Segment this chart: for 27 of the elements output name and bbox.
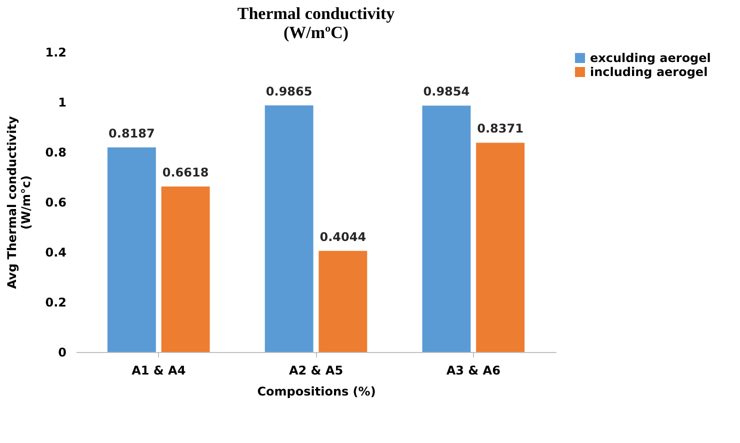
y-axis-title: Avg Thermal conductivity (W/m°c): [5, 116, 34, 289]
data-label: 0.9865: [266, 84, 312, 98]
x-tick-label: A1 & A4: [132, 364, 186, 378]
chart-title: Thermal conductivity (W/mºC): [237, 4, 396, 42]
bar: [318, 250, 368, 352]
legend-label: including aerogel: [590, 65, 708, 79]
bar: [476, 142, 525, 352]
x-axis-title: Compositions (%): [257, 384, 376, 398]
data-label: 0.8187: [108, 126, 155, 140]
data-label: 0.8371: [477, 122, 524, 136]
y-tick-label: 0.8: [45, 146, 66, 160]
bar: [161, 186, 210, 352]
bar: [107, 147, 156, 352]
y-tick-label: 0.2: [45, 296, 66, 310]
y-tick-label: 0: [58, 346, 66, 360]
y-tick-label: 1.2: [45, 46, 66, 60]
x-tick-label: A3 & A6: [446, 364, 500, 378]
bar: [264, 105, 314, 352]
y-tick-label: 0.4: [45, 246, 66, 260]
y-tick-label: 0.6: [45, 196, 66, 210]
y-tick-label: 1: [58, 96, 66, 110]
legend-label: exculding aerogel: [590, 51, 711, 65]
x-tick-label: A2 & A5: [288, 364, 344, 378]
data-label: 0.4044: [320, 230, 366, 244]
data-label: 0.6618: [162, 166, 209, 180]
data-label: 0.9854: [423, 84, 470, 99]
bar: [422, 106, 471, 352]
